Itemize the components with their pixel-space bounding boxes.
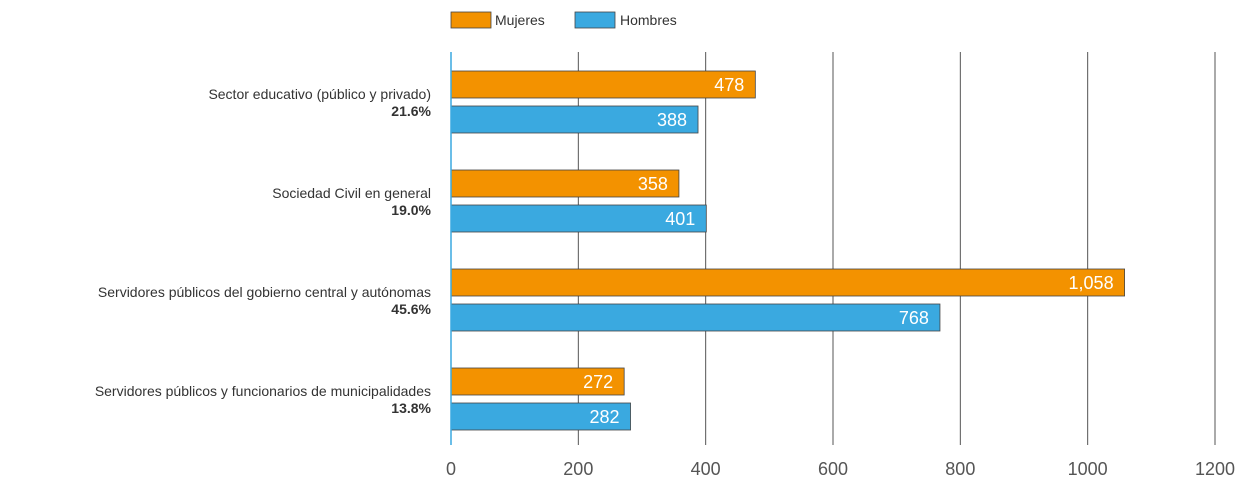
bar-layer [450,70,1125,431]
x-tick-label-200: 200 [563,459,593,479]
data-label-hombres-2: 768 [899,308,929,328]
bar-hombres-0 [450,105,699,134]
data-label-hombres-1: 401 [665,209,695,229]
bar-mujeres-3 [450,367,625,396]
bar-hombres-1 [450,204,707,233]
data-label-hombres-0: 388 [657,110,687,130]
legend-label-hombres: Hombres [620,12,677,28]
category-percent-0: 21.6% [391,103,431,119]
category-percent-3: 13.8% [391,400,431,416]
data-label-mujeres-0: 478 [714,75,744,95]
bar-hombres-2 [450,303,941,332]
x-tick-label-400: 400 [691,459,721,479]
category-percent-1: 19.0% [391,202,431,218]
legend-swatch-mujeres [450,11,492,29]
x-tick-label-0: 0 [446,459,456,479]
bar-mujeres-0 [450,70,756,99]
category-label-3: Servidores públicos y funcionarios de mu… [95,383,431,399]
legend-swatch-hombres [574,11,616,29]
axis-layer: 0 200 400 600 800 1000 1200 [446,52,1235,479]
x-tick-label-1000: 1000 [1068,459,1108,479]
x-tick-label-800: 800 [945,459,975,479]
category-label-0: Sector educativo (público y privado) [208,86,431,102]
data-label-mujeres-2: 1,058 [1069,273,1114,293]
category-label-1: Sociedad Civil en general [272,185,431,201]
data-label-hombres-3: 282 [589,407,619,427]
x-tick-label-600: 600 [818,459,848,479]
bar-mujeres-2 [450,268,1125,297]
legend: Mujeres Hombres [450,11,677,29]
x-tick-label-1200: 1200 [1195,459,1235,479]
label-layer: 478 388 Sector educativo (público y privad… [95,75,1114,427]
data-label-mujeres-3: 272 [583,372,613,392]
data-label-mujeres-1: 358 [638,174,668,194]
category-percent-2: 45.6% [391,301,431,317]
bar-hombres-3 [450,402,631,431]
legend-label-mujeres: Mujeres [495,12,545,28]
category-label-2: Servidores públicos del gobierno central… [98,284,431,300]
